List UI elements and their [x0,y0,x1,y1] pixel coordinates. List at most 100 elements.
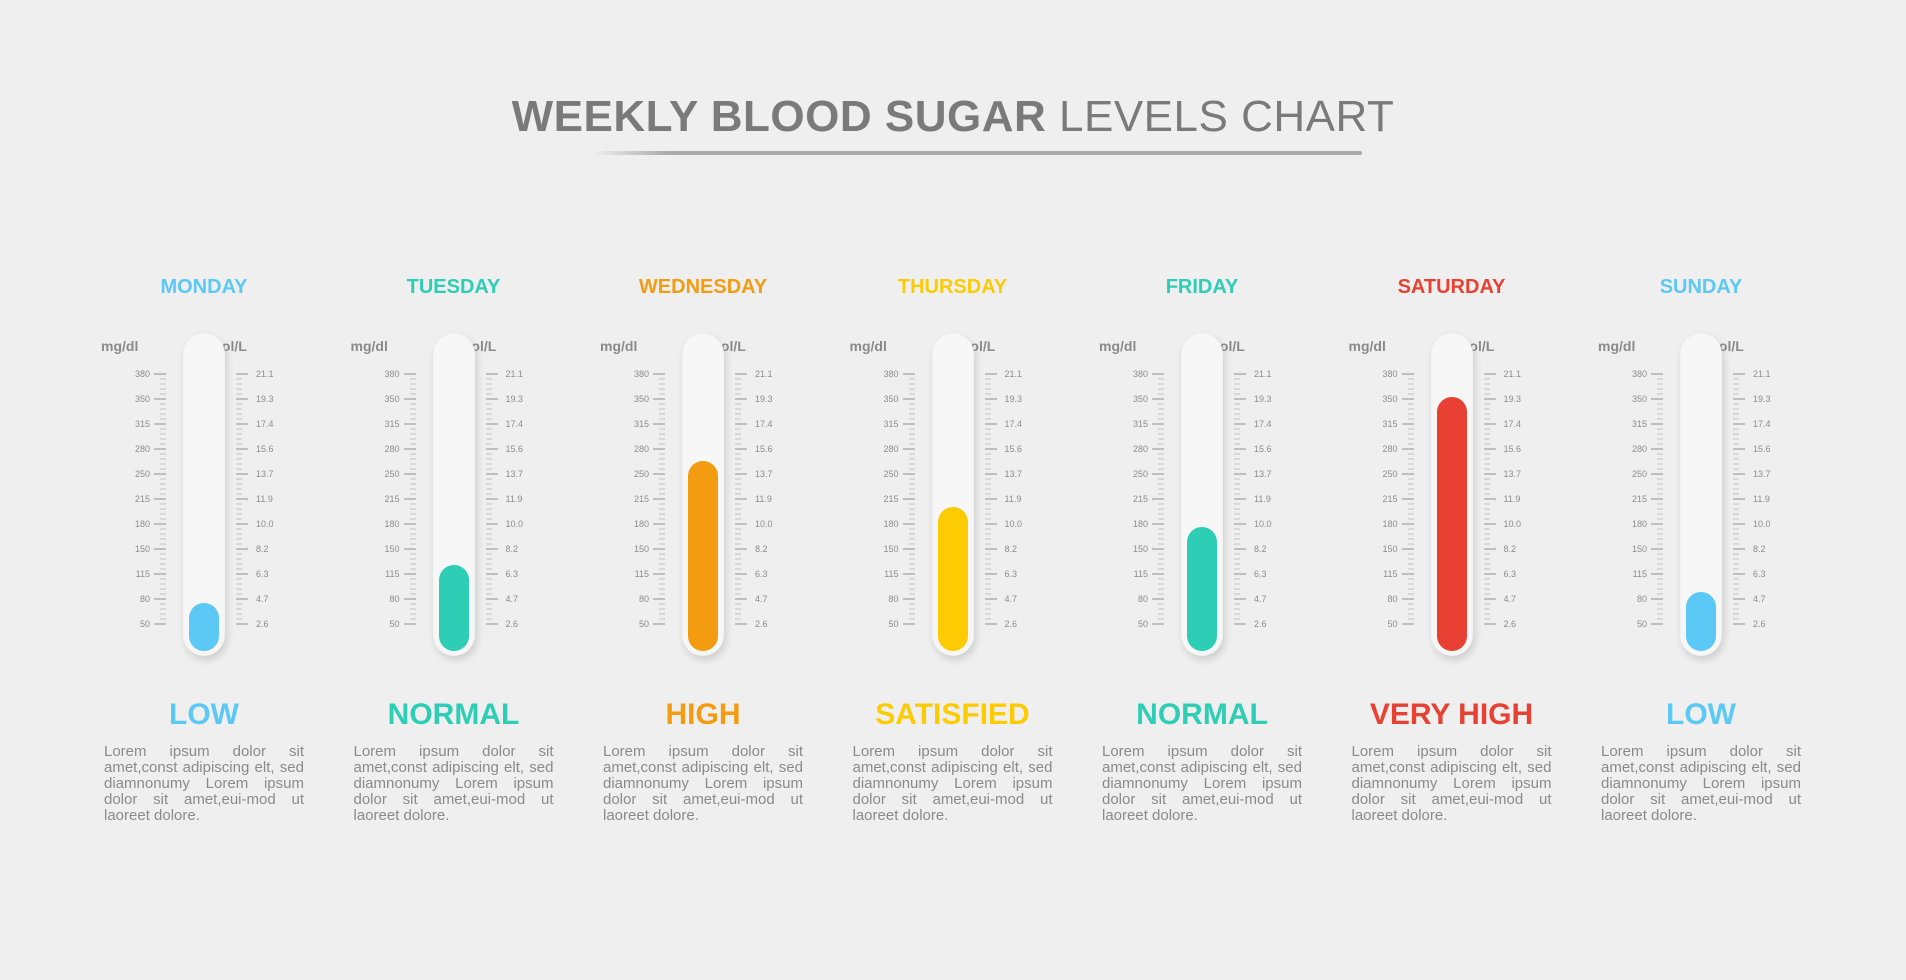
tick-label-mmol: 21.1 [256,369,274,379]
tick-label-mmol: 17.4 [256,419,274,429]
tick-label-mgdl: 315 [1631,419,1647,429]
tick-label-mmol: 11.9 [505,494,523,504]
tick-label-mgdl: 280 [1382,444,1398,454]
tick-label-mmol: 13.7 [1753,469,1771,479]
tick-label-mgdl: 180 [134,519,150,529]
tick-label-mmol: 8.2 [256,544,269,554]
tick-label-mgdl: 350 [1132,394,1148,404]
tick-label-mmol: 17.4 [505,419,524,429]
tick-label-mmol: 15.6 [1753,444,1771,454]
tick-label-mmol: 6.3 [1503,569,1517,579]
tick-label-mmol: 4.7 [1004,594,1018,604]
tick-label-mgdl: 350 [1631,394,1647,404]
tick-label-mgdl: 350 [883,394,899,404]
tick-label-mmol: 17.4 [1753,419,1771,429]
tick-label-mmol: 21.1 [1254,369,1272,379]
tick-label-mmol: 15.6 [1503,444,1522,454]
tick-label-mmol: 21.1 [755,369,773,379]
title-area: WEEKLY BLOOD SUGAR LEVELS CHART [0,92,1906,142]
tick-label-mmol: 15.6 [1004,444,1023,454]
tick-label-mmol: 13.7 [256,469,274,479]
tick-label-mmol: 6.3 [256,569,269,579]
tick-label-mgdl: 180 [1132,519,1148,529]
tick-label-mgdl: 215 [1132,494,1148,504]
day-label: SUNDAY [1659,276,1743,298]
status-label: LOW [169,698,239,731]
tick-label-mmol: 2.6 [755,619,768,629]
tick-label-mgdl: 215 [1382,494,1398,504]
tick-label-mgdl: 315 [1382,419,1398,429]
tick-label-mgdl: 150 [883,544,899,554]
tick-label-mmol: 10.0 [755,519,773,529]
tick-label-mgdl: 115 [1383,569,1398,579]
status-label: HIGH [665,698,741,731]
tick-label-mmol: 2.6 [1004,619,1018,629]
tick-label-mgdl: 280 [1631,444,1647,454]
level-fill-bar [1686,592,1716,651]
title-light-part: LEVELS CHART [1059,92,1395,141]
level-fill-bar [937,506,968,651]
tick-label-mgdl: 180 [1382,519,1398,529]
tick-label-mgdl: 150 [633,544,649,554]
tick-label-mmol: 13.7 [1254,469,1272,479]
tick-label-mmol: 4.7 [755,594,768,604]
tick-label-mgdl: 115 [385,569,400,579]
tick-label-mmol: 19.3 [1004,394,1023,404]
tick-label-mmol: 2.6 [505,619,519,629]
description-text: Lorem ipsum dolor sit amet,const adipisc… [603,743,803,824]
thermometer-tube [183,333,225,656]
description-text: Lorem ipsum dolor sit amet,const adipisc… [1102,743,1302,824]
tick-label-mgdl: 115 [1133,569,1148,579]
tick-label-mgdl: 50 [638,619,649,629]
tick-label-mgdl: 115 [135,569,150,579]
tick-label-mgdl: 380 [1382,369,1398,379]
tick-marks [1401,373,1496,625]
tick-label-mmol: 6.3 [1004,569,1018,579]
tick-label-mmol: 8.2 [1254,544,1267,554]
tick-label-mgdl: 215 [1631,494,1647,504]
tick-label-mgdl: 80 [139,594,150,604]
tick-label-mgdl: 380 [1631,369,1647,379]
tick-label-mmol: 17.4 [1004,419,1023,429]
tick-label-mgdl: 215 [384,494,400,504]
day-column: SATURDAYmg/dlmmol/L380350315280250215180… [1332,0,1572,980]
day-column: MONDAYmg/dlmmol/L38035031528025021518015… [84,0,324,980]
tick-label-mgdl: 150 [134,544,150,554]
tick-label-mgdl: 80 [638,594,649,604]
description-text: Lorem ipsum dolor sit amet,const adipisc… [852,743,1053,824]
tick-label-mmol: 15.6 [505,444,524,454]
tick-label-mgdl: 380 [384,369,400,379]
tick-label-mgdl: 250 [384,469,400,479]
tick-label-mmol: 8.2 [505,544,519,554]
thermometer-tube [1181,333,1223,656]
tick-label-mgdl: 215 [633,494,649,504]
day-label: MONDAY [160,276,248,298]
day-column: FRIDAYmg/dlmmol/L38035031528025021518015… [1082,0,1322,980]
thermometer-tube [682,333,724,656]
tick-label-mgdl: 315 [384,419,400,429]
tick-label-mmol: 4.7 [1503,594,1517,604]
unit-label-mgdl: mg/dl [350,338,388,354]
tick-label-mgdl: 350 [1382,394,1398,404]
tick-label-mgdl: 315 [134,419,150,429]
tick-label-mmol: 21.1 [1004,369,1023,379]
tick-label-mgdl: 315 [1132,419,1148,429]
tick-label-mgdl: 250 [1631,469,1647,479]
tick-label-mmol: 2.6 [1503,619,1517,629]
tick-label-mgdl: 380 [883,369,899,379]
level-fill-bar [189,602,219,651]
tick-label-mmol: 2.6 [1753,619,1766,629]
tick-label-mmol: 15.6 [256,444,274,454]
tick-label-mgdl: 80 [888,594,899,604]
level-fill-bar [688,461,718,651]
description-text: Lorem ipsum dolor sit amet,const adipisc… [1601,743,1801,824]
tick-label-mmol: 19.3 [1254,394,1272,404]
tick-label-mgdl: 250 [1382,469,1398,479]
tick-label-mgdl: 280 [134,444,150,454]
tick-label-mmol: 4.7 [505,594,519,604]
tick-label-mmol: 19.3 [256,394,274,404]
tick-label-mmol: 13.7 [1503,469,1522,479]
tick-label-mmol: 17.4 [1254,419,1272,429]
status-label: LOW [1666,698,1736,731]
